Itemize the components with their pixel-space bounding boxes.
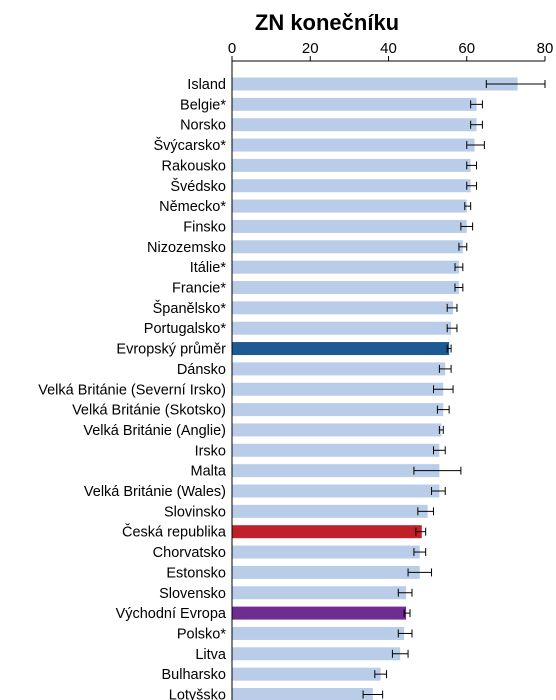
x-tick-label: 40 — [380, 40, 397, 57]
category-label: Česká republika — [122, 524, 227, 541]
x-axis: 0 20 40 60 80 — [228, 40, 554, 62]
category-label: Polsko* — [177, 626, 227, 642]
bar — [232, 118, 477, 132]
bar — [232, 281, 459, 294]
category-labels: Island Belgie* Norsko Švýcarsko* Rakousko Švé… — [38, 77, 227, 700]
bar — [232, 219, 467, 233]
bar — [232, 545, 420, 559]
category-label: Španělsko* — [153, 300, 227, 317]
bar — [232, 525, 422, 539]
category-label: Slovinsko — [164, 504, 226, 520]
x-tick-label: 20 — [302, 40, 319, 57]
bar — [232, 403, 444, 417]
bar — [232, 179, 471, 193]
bar — [232, 443, 440, 457]
bar — [232, 667, 381, 681]
x-tick-label: 60 — [458, 40, 475, 57]
bar — [232, 342, 450, 356]
error-bars — [362, 80, 546, 699]
category-label: Velká Británie (Severní Irsko) — [38, 382, 226, 398]
category-label: Island — [187, 77, 226, 93]
bar — [232, 199, 467, 213]
chart-title: ZN konečníku — [255, 10, 399, 35]
bar — [232, 606, 407, 620]
category-label: Nizozemsko — [147, 240, 226, 256]
bar — [232, 138, 475, 152]
bar — [232, 382, 444, 396]
category-label: Itálie* — [190, 260, 227, 276]
category-label: Bulharsko — [162, 667, 226, 683]
category-label: Švýcarsko* — [153, 137, 226, 154]
bar — [232, 688, 373, 700]
category-label: Dánsko — [177, 362, 226, 378]
bars — [232, 77, 518, 700]
category-label: Východní Evropa — [116, 606, 227, 622]
category-label: Portugalsko* — [144, 321, 227, 337]
bar — [232, 97, 477, 111]
category-label: Německo* — [159, 199, 226, 215]
x-tick-label: 0 — [228, 40, 236, 57]
category-label: Estonsko — [166, 565, 226, 581]
category-label: Lotyšsko — [169, 688, 226, 700]
category-label: Velká Británie (Skotsko) — [72, 403, 226, 419]
category-label: Finsko — [183, 219, 226, 235]
category-label: Rakousko — [162, 158, 226, 174]
category-label: Chorvatsko — [153, 545, 226, 561]
bar — [232, 362, 446, 376]
bar — [232, 301, 454, 315]
bar — [232, 240, 463, 254]
category-label: Velká Británie (Wales) — [84, 484, 226, 500]
bar — [232, 565, 420, 579]
category-label: Irsko — [195, 443, 226, 459]
category-label: Velká Británie (Anglie) — [83, 423, 226, 439]
x-tick-label: 80 — [537, 40, 554, 57]
bar — [232, 626, 405, 640]
bar — [232, 484, 440, 498]
bar — [232, 586, 407, 600]
category-label: Evropský průměr — [116, 342, 226, 358]
category-label: Švédsko — [170, 178, 226, 195]
bar — [232, 423, 442, 437]
category-label: Francie* — [172, 281, 226, 297]
category-label: Belgie* — [180, 97, 226, 113]
bar — [232, 260, 459, 274]
category-label: Slovensko — [159, 586, 226, 602]
category-label: Litva — [195, 647, 227, 663]
category-label: Norsko — [180, 118, 226, 134]
bar — [232, 504, 428, 518]
bar — [232, 464, 440, 478]
bar — [232, 647, 401, 661]
bar — [232, 321, 452, 335]
bar — [232, 77, 518, 91]
bar — [232, 158, 471, 172]
category-label: Malta — [191, 464, 227, 480]
